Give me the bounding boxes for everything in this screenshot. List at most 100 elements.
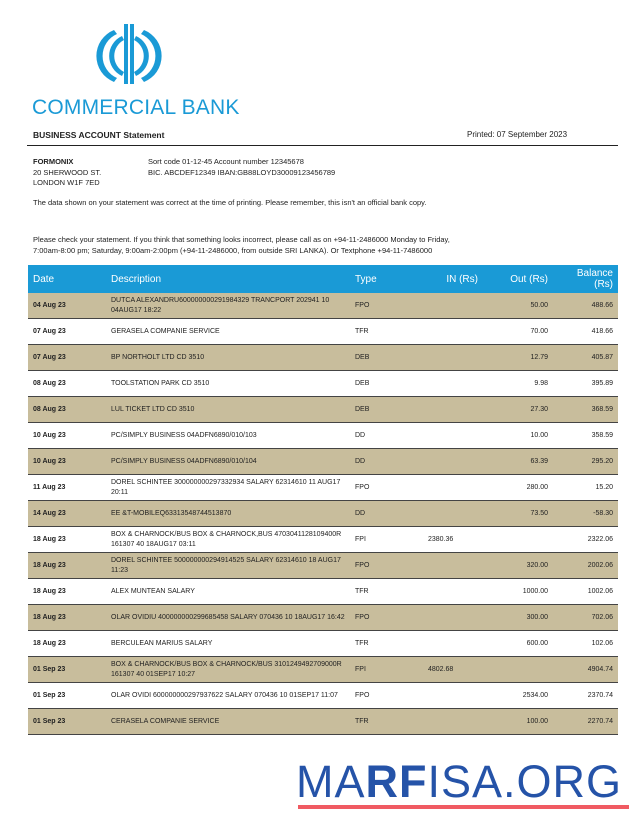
cell-out-amount: 12.79: [483, 344, 553, 371]
table-row: 10 Aug 23 PC/SIMPLY BUSINESS 04ADFN6890/0…: [28, 448, 618, 475]
cell-out-amount: 27.30: [483, 396, 553, 423]
header-description: Description: [106, 265, 350, 293]
cell-type: DD: [350, 422, 410, 449]
cell-balance: 702.06: [553, 604, 618, 631]
cell-type: TFR: [350, 578, 410, 605]
cell-balance: 2270.74: [553, 708, 618, 735]
cell-in-amount: [410, 318, 483, 345]
table-row: 10 Aug 23 PC/SIMPLY BUSINESS 04ADFN6890/0…: [28, 422, 618, 449]
cell-out-amount: 50.00: [483, 293, 553, 319]
cell-description: EE &T-MOBILEQ63313548744513870: [106, 500, 350, 527]
cell-type: DEB: [350, 396, 410, 423]
cell-in-amount: [410, 422, 483, 449]
header-date: Date: [28, 265, 106, 293]
header-balance: Balance (Rs): [553, 265, 618, 293]
cell-out-amount: 70.00: [483, 318, 553, 345]
cell-description: PC/SIMPLY BUSINESS 04ADFN6890/010/104: [106, 448, 350, 475]
cell-out-amount: [483, 526, 553, 553]
cell-date: 14 Aug 23: [28, 500, 106, 527]
table-row: 18 Aug 23 BERCULEAN MARIUS SALARY TFR 600.0…: [28, 630, 618, 657]
cell-description: OLAR OVIDIU 400000000299685458 SALARY 07…: [106, 604, 350, 631]
cell-type: TFR: [350, 318, 410, 345]
cell-out-amount: [483, 656, 553, 683]
cell-in-amount: [410, 682, 483, 709]
table-row: 07 Aug 23 BP NORTHOLT LTD CD 3510 DEB 12.79…: [28, 344, 618, 371]
cell-balance: 295.20: [553, 448, 618, 475]
cell-type: FPI: [350, 526, 410, 553]
bank-emblem-icon: [96, 24, 162, 84]
cell-type: FPO: [350, 293, 410, 319]
table-row: 18 Aug 23 BOX & CHARNOCK/BUS BOX & CHARNO…: [28, 526, 618, 553]
cell-balance: 1002.06: [553, 578, 618, 605]
cell-balance: 102.06: [553, 630, 618, 657]
cell-balance: 358.59: [553, 422, 618, 449]
cell-in-amount: [410, 474, 483, 501]
cell-balance: 368.59: [553, 396, 618, 423]
table-row: 14 Aug 23 EE &T-MOBILEQ63313548744513870 D…: [28, 500, 618, 527]
table-header: Date Description Type IN (Rs) Out (Rs) B…: [28, 265, 618, 293]
divider: [27, 145, 618, 146]
header-out: Out (Rs): [483, 265, 553, 293]
cell-in-amount: [410, 396, 483, 423]
table-row: 04 Aug 23 DUTCA ALEXANDRU6000000002919843…: [28, 293, 618, 319]
bic-iban: BIC. ABCDEF12349 IBAN:GB88LOYD3000912345…: [148, 167, 336, 177]
cell-out-amount: 100.00: [483, 708, 553, 735]
cell-balance: -58.30: [553, 500, 618, 527]
watermark-text-bold: RF: [365, 756, 428, 807]
customer-address: FORMONIX 20 SHERWOOD ST. LONDON W1F 7ED: [33, 157, 101, 189]
cell-date: 18 Aug 23: [28, 630, 106, 657]
cell-out-amount: 1000.00: [483, 578, 553, 605]
cell-out-amount: 600.00: [483, 630, 553, 657]
cell-balance: 2370.74: [553, 682, 618, 709]
sort-code-account: Sort code 01-12-45 Account number 123456…: [148, 157, 304, 166]
cell-in-amount: [410, 344, 483, 371]
cell-in-amount: 2380.36: [410, 526, 483, 553]
cell-in-amount: [410, 578, 483, 605]
cell-out-amount: 280.00: [483, 474, 553, 501]
cell-description: OLAR OVIDI 600000000297937622 SALARY 070…: [106, 682, 350, 709]
cell-in-amount: [410, 604, 483, 631]
header-in: IN (Rs): [410, 265, 483, 293]
address-line: LONDON W1F 7ED: [33, 178, 100, 187]
cell-date: 18 Aug 23: [28, 552, 106, 579]
cell-in-amount: [410, 708, 483, 735]
cell-description: ALEX MUNTEAN SALARY: [106, 578, 350, 605]
table-row: 18 Aug 23 ALEX MUNTEAN SALARY TFR 1000.00 10…: [28, 578, 618, 605]
cell-in-amount: [410, 552, 483, 579]
cell-date: 08 Aug 23: [28, 370, 106, 397]
cell-date: 18 Aug 23: [28, 578, 106, 605]
cell-type: DD: [350, 500, 410, 527]
cell-in-amount: [410, 370, 483, 397]
cell-date: 18 Aug 23: [28, 526, 106, 553]
table-row: 01 Sep 23 CERASELA COMPANIE SERVICE TFR 100…: [28, 708, 618, 735]
table-row: 08 Aug 23 LUL TICKET LTD CD 3510 DEB 27.30 3…: [28, 396, 618, 423]
cell-description: DOREL SCHINTEE 500000000294914525 SALARY…: [106, 552, 350, 579]
cell-date: 08 Aug 23: [28, 396, 106, 423]
cell-description: LUL TICKET LTD CD 3510: [106, 396, 350, 423]
bank-logo: [32, 24, 232, 124]
cell-in-amount: 4802.68: [410, 656, 483, 683]
cell-type: TFR: [350, 630, 410, 657]
cell-date: 01 Sep 23: [28, 708, 106, 735]
table-row: 01 Sep 23 OLAR OVIDI 600000000297937622 S…: [28, 682, 618, 709]
cell-balance: 2322.06: [553, 526, 618, 553]
cell-description: TOOLSTATION PARK CD 3510: [106, 370, 350, 397]
cell-type: TFR: [350, 708, 410, 735]
cell-out-amount: 2534.00: [483, 682, 553, 709]
cell-description: CERASELA COMPANIE SERVICE: [106, 708, 350, 735]
printed-date: Printed: 07 September 2023: [467, 130, 568, 139]
cell-description: DOREL SCHINTEE 300000000297332934 SALARY…: [106, 474, 350, 501]
cell-balance: 395.89: [553, 370, 618, 397]
contact-note: Please check your statement. If you thin…: [33, 235, 450, 255]
cell-out-amount: 63.39: [483, 448, 553, 475]
cell-in-amount: [410, 448, 483, 475]
table-row: 01 Sep 23 BOX & CHARNOCK/BUS BOX & CHARNO…: [28, 656, 618, 683]
cell-type: DEB: [350, 370, 410, 397]
header-type: Type: [350, 265, 410, 293]
cell-type: FPI: [350, 656, 410, 683]
cell-balance: 15.20: [553, 474, 618, 501]
cell-in-amount: [410, 293, 483, 319]
cell-type: FPO: [350, 604, 410, 631]
cell-out-amount: 320.00: [483, 552, 553, 579]
